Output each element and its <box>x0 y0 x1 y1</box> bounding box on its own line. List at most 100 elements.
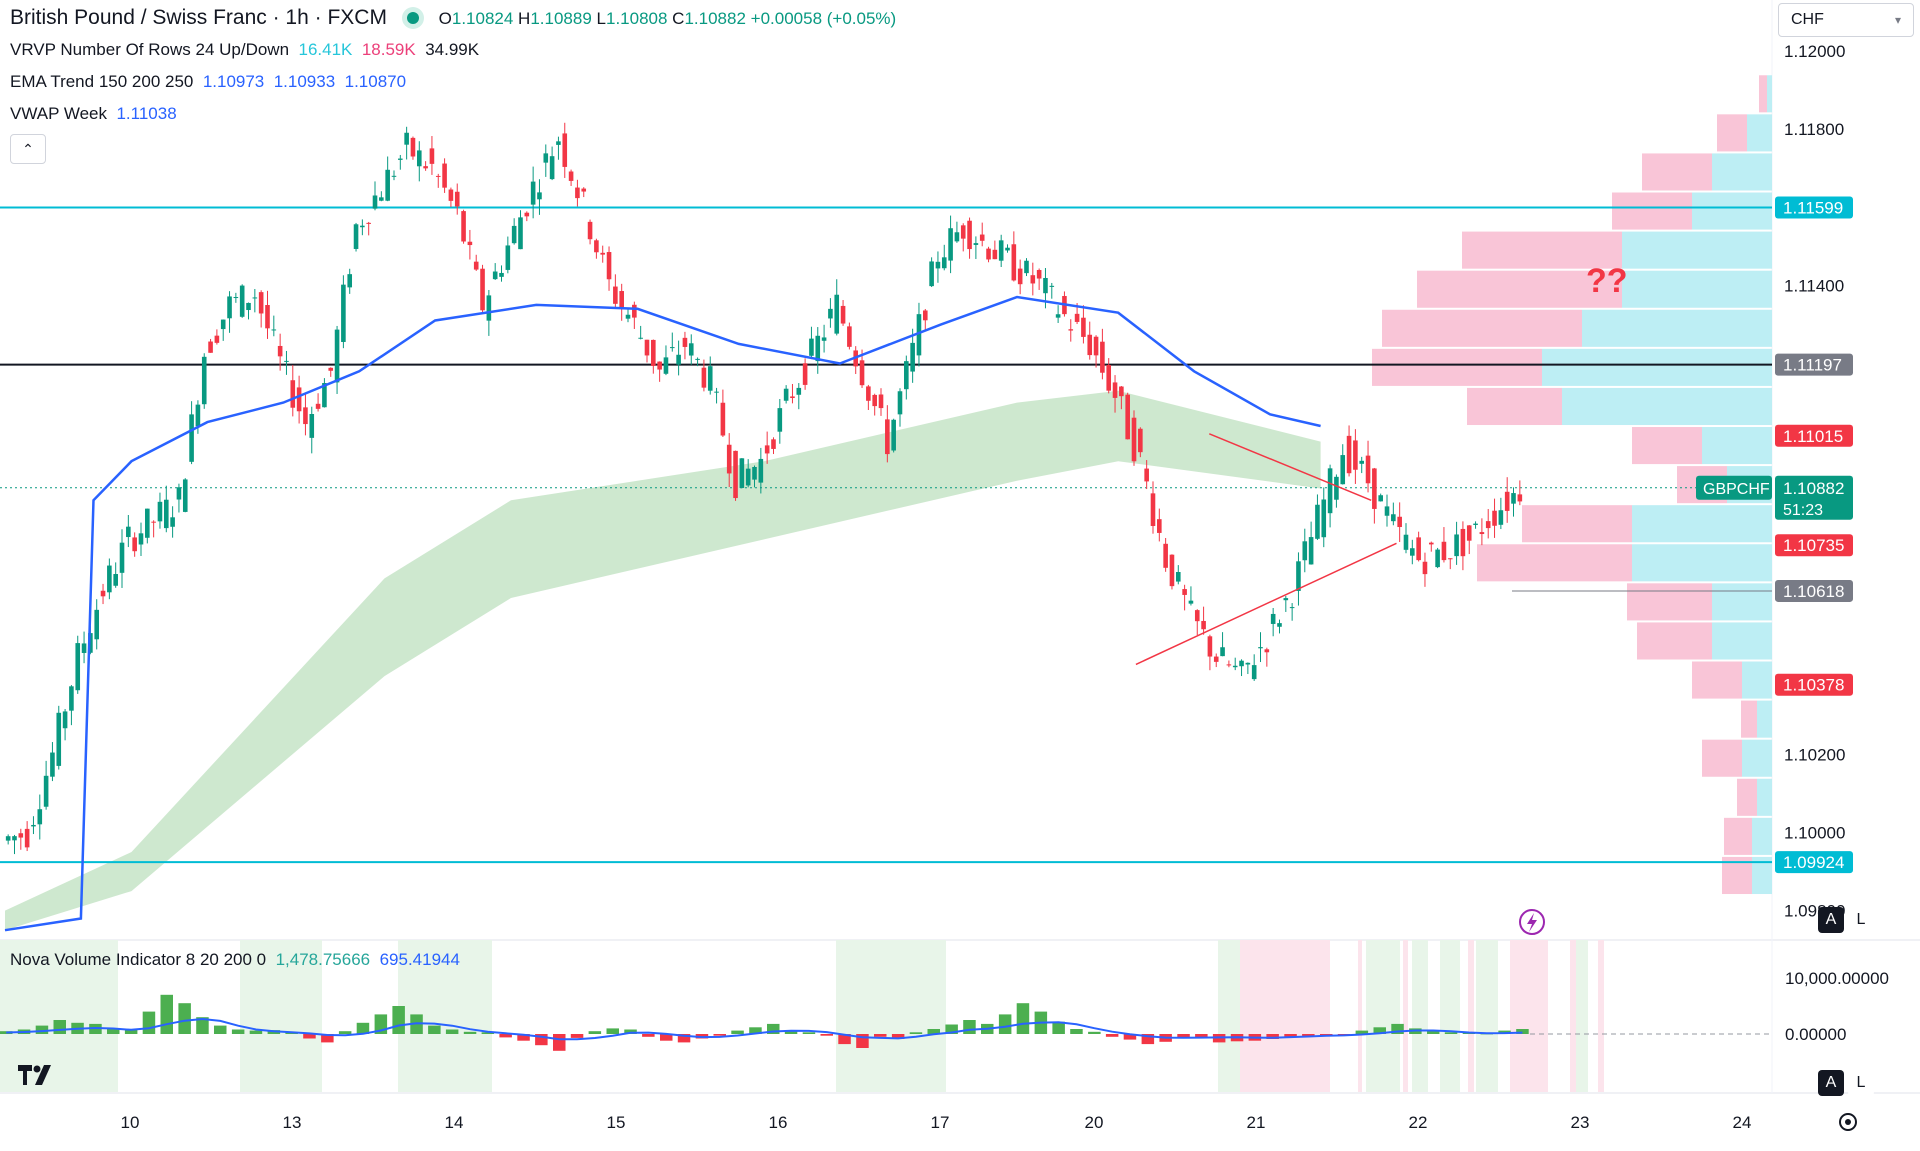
candle-body <box>866 386 871 401</box>
volume-profile-up-bar <box>1562 387 1772 426</box>
candle-body <box>43 775 49 807</box>
candle-body <box>265 305 270 329</box>
volume-histogram-bar <box>624 1029 637 1034</box>
candle-body <box>752 466 757 480</box>
candle-body <box>75 643 81 691</box>
candle-body <box>284 360 289 362</box>
settings-gear-icon <box>1839 1113 1857 1131</box>
currency-select[interactable]: CHF ▾ <box>1778 3 1914 37</box>
candle-body <box>1403 534 1409 550</box>
volume-histogram-bar <box>214 1025 227 1034</box>
volume-profile-down-bar <box>1724 817 1752 855</box>
candle-body <box>695 358 700 360</box>
volume-bull-zone <box>1412 940 1428 1092</box>
candle-body <box>1270 613 1276 624</box>
time-tick-label: 23 <box>1571 1113 1590 1132</box>
candle-body <box>461 211 466 242</box>
volume-bull-zone <box>1366 940 1400 1092</box>
volume-bear-zone <box>1358 940 1362 1092</box>
candles <box>5 122 1523 855</box>
volume-histogram-bar <box>963 1020 976 1034</box>
volume-histogram-bar <box>660 1034 673 1041</box>
vrvp-legend[interactable]: VRVP Number Of Rows 24 Up/Down 16.41K 18… <box>10 40 479 60</box>
chevron-down-icon: ▾ <box>1894 13 1901 27</box>
candle-body <box>790 396 795 399</box>
volume-histogram-bar <box>1373 1027 1386 1034</box>
volume-profile-up-bar <box>1747 114 1772 152</box>
candle-body <box>1410 548 1415 556</box>
price-level-tag <box>1775 534 1853 557</box>
candle-body <box>1245 662 1251 665</box>
volume-bear-zone <box>1240 940 1330 1092</box>
vwap-line <box>4 295 1321 932</box>
volume-profile-up-bar <box>1702 427 1772 465</box>
volume-profile-down-bar <box>1692 661 1742 699</box>
volume-histogram-bar <box>392 1006 405 1034</box>
ema-legend[interactable]: EMA Trend 150 200 250 1.10973 1.10933 1.… <box>10 72 406 92</box>
volume-histogram-bar <box>731 1030 744 1034</box>
price-tick-label: 1.11800 <box>1784 120 1844 139</box>
candle-body <box>12 836 17 841</box>
symbol-title[interactable]: British Pound / Swiss Franc · 1h · FXCM <box>10 6 387 29</box>
candle-body <box>480 268 485 311</box>
candle-body <box>1157 519 1162 533</box>
vwap-legend[interactable]: VWAP Week 1.11038 <box>10 104 177 124</box>
volume-profile-up-bar <box>1757 700 1772 738</box>
volume-histogram-bar <box>356 1022 370 1034</box>
nova-value-1: 1,478.75666 <box>275 950 371 969</box>
candle-body <box>220 319 226 330</box>
candle-body <box>1169 554 1175 587</box>
auto-scale-button[interactable]: A <box>1818 907 1844 933</box>
volume-histogram-bar <box>499 1034 512 1038</box>
candle-body <box>315 403 321 409</box>
candle-body <box>416 150 422 167</box>
candle-body <box>859 360 865 386</box>
candle-body <box>341 284 346 342</box>
candle-body <box>720 402 726 436</box>
candle-body <box>1365 455 1371 484</box>
candle-body <box>404 132 409 145</box>
candle-body <box>1372 468 1377 509</box>
volume-profile-up-bar <box>1632 505 1772 543</box>
volume-profile-up-bar <box>1622 270 1772 308</box>
volume-profile-down-bar <box>1759 75 1767 113</box>
volume-auto-scale-button[interactable]: A <box>1818 1070 1844 1096</box>
candle-body <box>568 171 574 181</box>
volume-bear-zone <box>1570 940 1576 1092</box>
candle-body <box>81 643 87 653</box>
candle-body <box>322 383 327 408</box>
candle-body <box>998 240 1004 261</box>
candle-body <box>809 338 814 356</box>
volume-tick-label: 10,000.00000 <box>1785 969 1889 988</box>
price-level-tag <box>1775 579 1853 602</box>
vwap-value: 1.11038 <box>116 104 177 123</box>
nova-legend[interactable]: Nova Volume Indicator 8 20 200 0 1,478.7… <box>10 950 460 970</box>
candle-body <box>1220 647 1225 657</box>
volume-profile-up-bar <box>1712 153 1772 191</box>
collapse-legend-button[interactable]: ⌃ <box>10 134 46 164</box>
candle-body <box>176 487 182 500</box>
candle-body <box>1087 334 1093 356</box>
candle-body <box>941 257 947 269</box>
candle-body <box>594 240 599 253</box>
candle-body <box>398 158 403 160</box>
candle-body <box>682 337 688 347</box>
volume-log-scale-button[interactable]: L <box>1848 1070 1874 1096</box>
candle-body <box>1315 504 1320 539</box>
candle-body <box>163 499 169 529</box>
volume-histogram-bar <box>838 1034 851 1045</box>
change-value: +0.00058 (+0.05%) <box>750 9 897 28</box>
candle-body <box>1517 494 1523 502</box>
volume-histogram-bar <box>1444 1032 1458 1034</box>
log-scale-button[interactable]: L <box>1848 907 1874 933</box>
volume-histogram-bar <box>321 1034 334 1043</box>
candle-body <box>1359 460 1365 464</box>
time-tick-label: 24 <box>1733 1113 1752 1132</box>
candle-body <box>1138 428 1143 453</box>
volume-histogram-bar <box>927 1029 940 1034</box>
volume-histogram-bar <box>1016 1003 1030 1034</box>
price-level-tag-label: 1.11015 <box>1783 427 1843 446</box>
volume-histogram-bar <box>749 1027 762 1034</box>
candle-body <box>303 407 308 425</box>
